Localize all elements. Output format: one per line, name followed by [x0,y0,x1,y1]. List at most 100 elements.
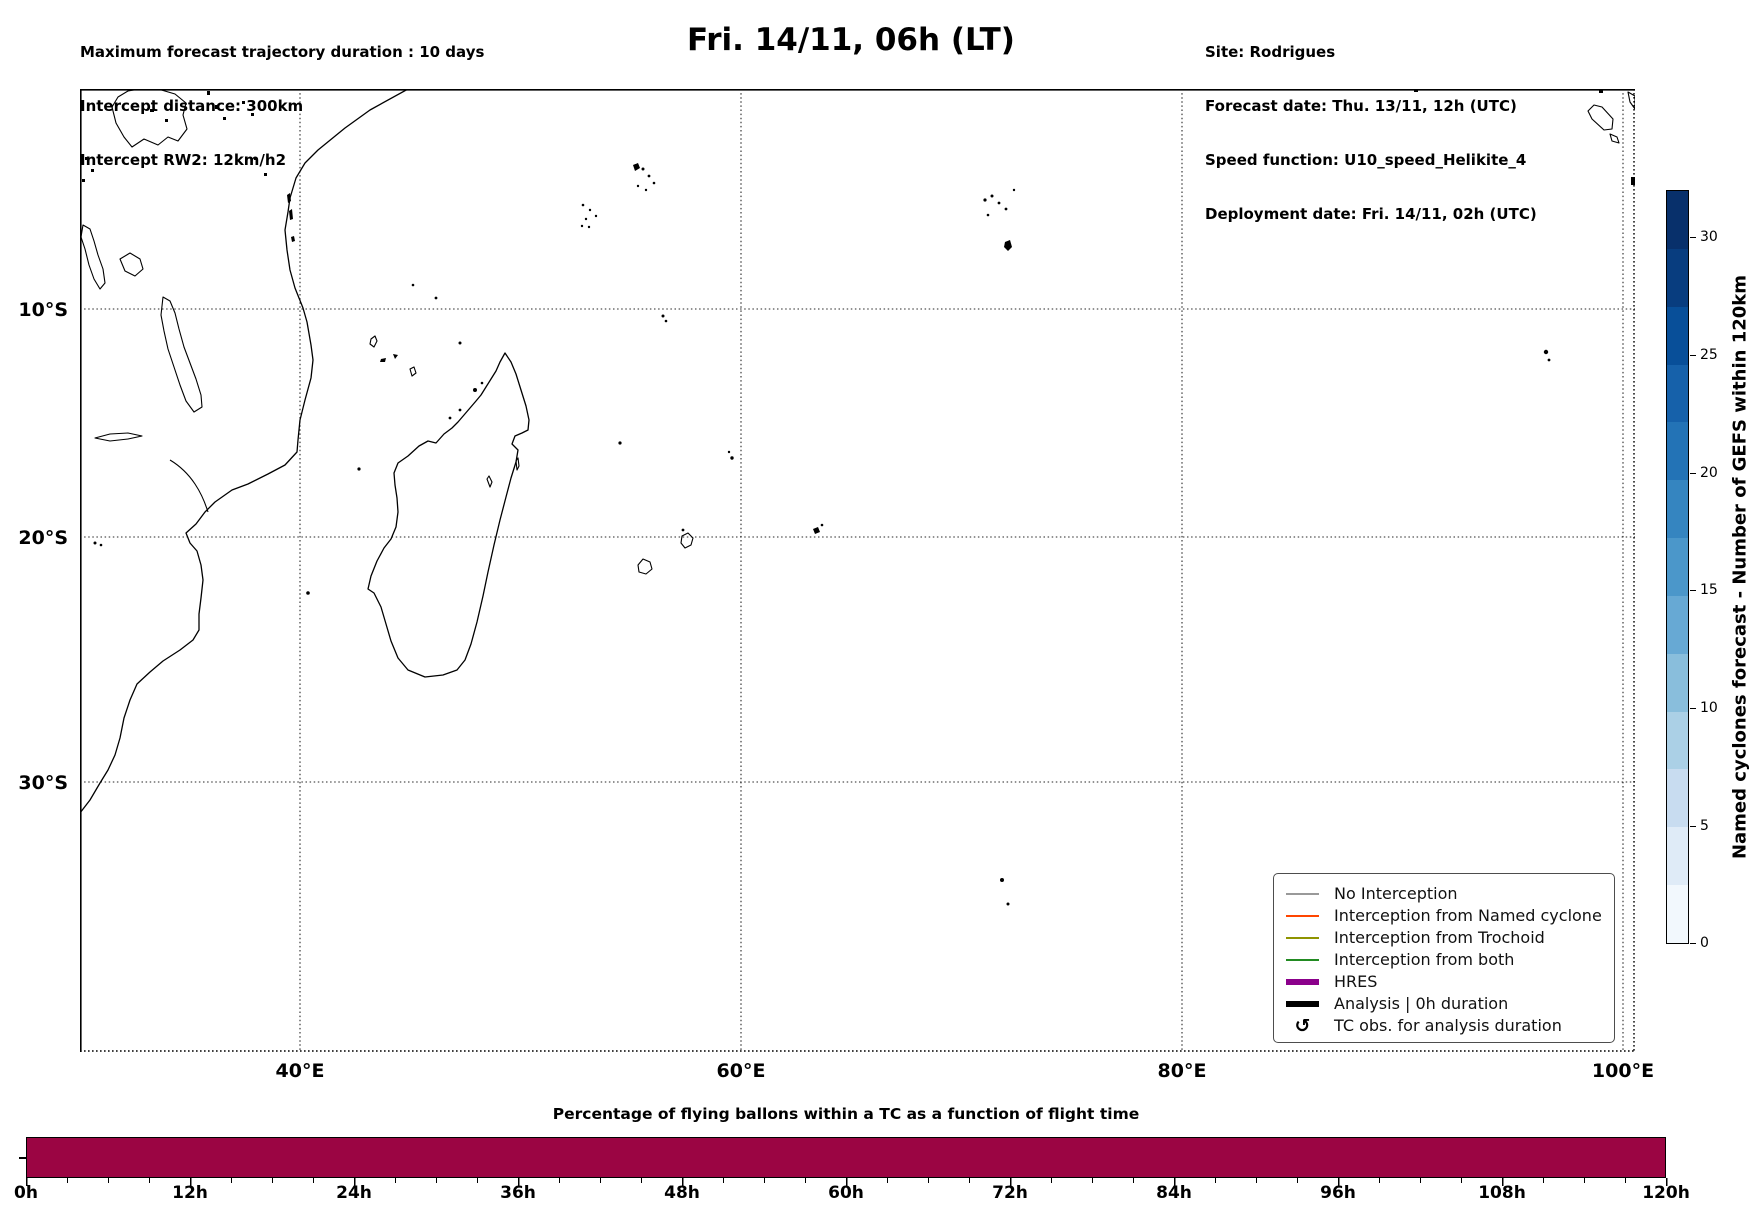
legend-label: Analysis | 0h duration [1334,994,1509,1013]
colorbar-tick-label: 25 [1700,347,1718,363]
bottom-x-label-72h: 72h [992,1183,1028,1203]
colorbar-segment [1667,364,1688,423]
chagos-islands [983,188,1016,251]
colorbar-tick [1690,708,1696,710]
northeast-islands [1414,89,1636,185]
legend-line-sample [1286,914,1319,917]
gridlines [80,89,1635,1052]
x-tick-label-100e: 100°E [1591,1060,1655,1082]
info-line: Intercept RW2: 12km/h2 [80,151,287,169]
legend-line-sample [1286,892,1319,895]
colorbar-segment [1667,422,1688,481]
y-tick-label-30s: 30°S [18,772,68,794]
map-frame [80,89,1635,1052]
map-plot [79,88,1636,1052]
legend-label: Interception from both [1334,950,1515,969]
legend-label: Interception from Trochoid [1334,928,1545,947]
legend-label: No Interception [1334,884,1458,903]
info-line: Deployment date: Fri. 14/11, 02h (UTC) [1205,205,1537,223]
colorbar-tick-label: 5 [1700,818,1709,834]
bottom-x-label-24h: 24h [336,1183,372,1203]
info-line: Maximum forecast trajectory duration : 1… [80,43,485,61]
small-lakes [82,91,267,182]
colorbar-segment [1667,248,1688,307]
map-svg [79,88,1636,1052]
colorbar-segment [1667,595,1688,654]
colorbar-tick-label: 15 [1700,582,1718,598]
legend-label: HRES [1334,972,1378,991]
colorbar-segment [1667,306,1688,365]
bottom-x-label-60h: 60h [828,1183,864,1203]
colorbar-tick [1690,355,1696,357]
bottom-x-label-12h: 12h [172,1183,208,1203]
legend-item-hres: HRES [1286,971,1604,992]
bottom-chart-y-tick [19,1157,26,1159]
colorbar-segment [1667,191,1688,249]
page-title: Fri. 14/11, 06h (LT) [687,22,1015,58]
ile-sainte-marie [515,457,520,471]
bottom-x-label-120h: 120h [1642,1183,1690,1203]
legend-item-no-interception: No Interception [1286,883,1604,904]
legend-item-analysis: Analysis | 0h duration [1286,993,1604,1014]
tanzania-islands [287,193,295,242]
colorbar-axis-label: Named cyclones forecast - Number of GEFS… [1729,274,1751,860]
madagascar-coastline [367,352,530,678]
bottom-chart-major-ticks [26,1178,1668,1186]
bottom-x-label-48h: 48h [664,1183,700,1203]
legend-line-sample [1286,958,1319,961]
bottom-x-label-36h: 36h [500,1183,536,1203]
info-top-left: Maximum forecast trajectory duration : 1… [80,7,484,205]
colorbar-segment [1667,538,1688,596]
madagascar-nw-islets [448,381,484,420]
info-top-right: Site: Rodrigues Forecast date: Thu. 13/1… [1205,7,1537,259]
legend-item-named-cyclone: Interception from Named cyclone [1286,905,1604,926]
percentage-bar [26,1137,1666,1178]
legend-item-tc-obs: ↺ TC obs. for analysis duration [1286,1015,1604,1036]
bottom-x-label-108h: 108h [1478,1183,1526,1203]
colorbar-gradient [1666,190,1689,944]
colorbar-tick-label: 10 [1700,700,1718,716]
bottom-x-label-0h: 0h [14,1183,38,1203]
info-line: Speed function: U10_speed_Helikite_4 [1205,151,1527,169]
x-tick-label-60e: 60°E [716,1060,766,1082]
info-line: Forecast date: Thu. 13/11, 12h (UTC) [1205,97,1517,115]
colorbar-tick-label: 30 [1700,229,1718,245]
x-tick-label-40e: 40°E [275,1060,325,1082]
cyclone-marker-icon: ↺ [1294,1014,1311,1037]
legend-line-sample [1286,1000,1319,1007]
legend-line-sample [1286,936,1319,939]
bottom-chart-title: Percentage of flying ballons within a TC… [552,1105,1140,1123]
lake-alaotra [486,475,493,488]
colorbar-tick-label: 0 [1700,935,1709,951]
comoros-islands [369,335,417,377]
mascarene-islands [637,523,824,575]
colorbar-segment [1667,885,1688,943]
legend-label: TC obs. for analysis duration [1334,1016,1562,1035]
legend-item-trochoid: Interception from Trochoid [1286,927,1604,948]
african-lakes [80,88,209,513]
map-legend: No Interception Interception from Named … [1273,873,1615,1043]
colorbar-tick [1690,590,1696,592]
colorbar-segment [1667,711,1688,770]
y-tick-label-10s: 10°S [18,299,68,321]
legend-label: Interception from Named cyclone [1334,906,1602,925]
scattered-islands [93,283,1551,906]
legend-item-both: Interception from both [1286,949,1604,970]
colorbar-segment [1667,769,1688,828]
colorbar-segment [1667,480,1688,539]
bottom-x-label-84h: 84h [1156,1183,1192,1203]
y-tick-label-20s: 20°S [18,527,68,549]
colorbar-segment [1667,653,1688,712]
colorbar-segment [1667,827,1688,886]
x-tick-label-80e: 80°E [1157,1060,1207,1082]
colorbar-tick [1690,826,1696,828]
legend-line-sample [1286,978,1319,985]
seychelles-islands [580,163,656,229]
africa-coastline [79,88,409,814]
info-line: Site: Rodrigues [1205,43,1336,61]
colorbar-tick [1690,943,1696,945]
colorbar-tick-label: 20 [1700,465,1718,481]
colorbar-tick [1690,237,1696,239]
bottom-x-label-96h: 96h [1320,1183,1356,1203]
